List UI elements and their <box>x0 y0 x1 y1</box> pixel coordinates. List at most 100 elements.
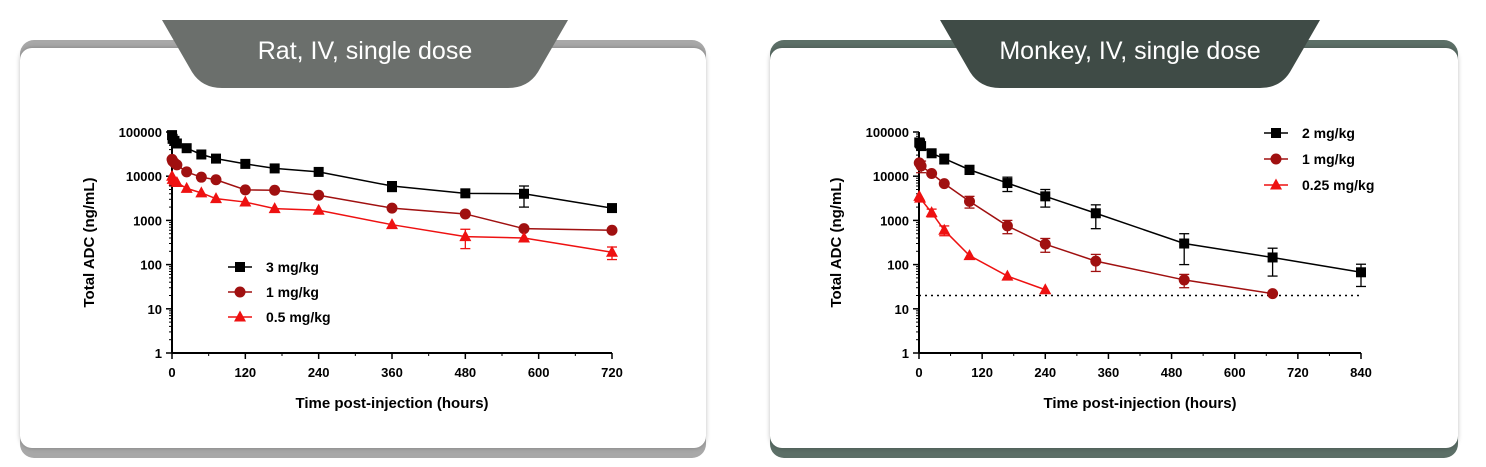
data-point <box>196 149 207 160</box>
data-point <box>963 249 976 261</box>
legend-label: 0.25 mg/kg <box>1302 177 1374 193</box>
legend-entry: 2 mg/kg <box>1264 125 1355 141</box>
data-point <box>518 223 530 235</box>
data-point <box>210 174 222 186</box>
x-tick-label: 360 <box>1098 365 1120 380</box>
data-point <box>269 184 281 196</box>
legend-entry: 0.5 mg/kg <box>228 309 331 325</box>
series-line <box>171 135 613 209</box>
rat-tab-shape <box>162 20 568 88</box>
x-tick-label: 240 <box>1034 365 1056 380</box>
data-point <box>1002 178 1013 189</box>
axes: 1 10 100 1000 10000 100000 0 120 240 360 480 600 720… <box>828 125 1372 412</box>
data-point <box>180 181 193 193</box>
legend-marker <box>1271 128 1281 138</box>
y-tick-label: 1 <box>902 346 909 361</box>
data-point <box>1267 288 1279 300</box>
x-tick-label: 0 <box>168 365 175 380</box>
x-tick-label: 720 <box>1287 365 1309 380</box>
legend-marker <box>235 262 245 272</box>
data-point <box>313 189 325 201</box>
data-point <box>171 159 183 171</box>
rat-title-tab: Rat, IV, single dose <box>162 20 568 92</box>
data-point <box>1001 220 1013 232</box>
x-tick-label: 840 <box>1350 365 1372 380</box>
data-point <box>1039 238 1051 250</box>
legend-entry: 0.25 mg/kg <box>1264 177 1374 193</box>
legend-label: 1 mg/kg <box>1302 151 1355 167</box>
data-point <box>1090 255 1102 267</box>
data-point <box>386 218 398 230</box>
legend-label: 0.5 mg/kg <box>266 309 331 325</box>
y-tick-label: 100000 <box>866 125 909 140</box>
series-3-mg-kg <box>167 130 617 214</box>
data-point <box>939 153 950 164</box>
x-tick-label: 240 <box>308 365 330 380</box>
y-tick-label: 1 <box>155 346 162 361</box>
data-point <box>1039 283 1052 295</box>
data-point <box>926 148 937 159</box>
x-tick-label: 600 <box>1224 365 1246 380</box>
series-0-5-mg-kg <box>166 169 618 261</box>
y-axis-label: Total ADC (ng/mL) <box>828 178 845 308</box>
axes: 1 10 100 1000 10000 100000 0 120 240 360 480 600 720… <box>81 125 623 412</box>
data-point <box>269 163 280 174</box>
legend-label: 1 mg/kg <box>266 284 319 300</box>
data-point <box>181 143 192 154</box>
data-point <box>195 171 207 183</box>
data-point <box>171 138 182 149</box>
legend-marker <box>1270 178 1282 190</box>
data-point <box>181 166 193 178</box>
data-point <box>1356 267 1366 278</box>
x-tick-label: 0 <box>915 365 922 380</box>
y-tick-label: 1000 <box>880 213 909 228</box>
data-point <box>1040 191 1051 202</box>
data-point <box>1090 208 1101 219</box>
legend-marker <box>234 310 246 322</box>
series-1-mg-kg <box>913 157 1279 300</box>
rat-card <box>20 48 706 448</box>
series-1-mg-kg <box>166 153 618 236</box>
rat-chart-title: Rat, IV, single dose <box>257 37 473 65</box>
data-point <box>239 195 252 207</box>
x-tick-label: 480 <box>454 365 476 380</box>
rat-chart: 1 10 100 1000 10000 100000 0 120 240 360 480 600 720… <box>81 125 623 412</box>
legend-entry: 1 mg/kg <box>228 284 319 300</box>
x-tick-label: 120 <box>234 365 256 380</box>
x-tick-label: 600 <box>528 365 550 380</box>
y-axis-label: Total ADC (ng/mL) <box>81 178 98 308</box>
y-tick-label: 100 <box>140 258 162 273</box>
data-point <box>386 202 398 214</box>
data-point <box>313 166 324 177</box>
data-point <box>518 231 530 243</box>
series-0-25-mg-kg <box>913 189 1052 295</box>
data-point <box>312 203 325 215</box>
data-point <box>1179 238 1190 249</box>
data-point <box>459 230 472 242</box>
monkey-chart: 1 10 100 1000 10000 100000 0 120 240 360 480 600 720… <box>828 125 1374 412</box>
legend-marker <box>1270 153 1282 165</box>
data-point <box>916 141 927 152</box>
x-tick-label: 480 <box>1161 365 1183 380</box>
monkey-card <box>770 48 1458 448</box>
legend-entry: 1 mg/kg <box>1264 151 1355 167</box>
x-tick-label: 720 <box>601 365 623 380</box>
legend-label: 3 mg/kg <box>266 259 319 275</box>
rat-panel: Rat, IV, single dose 1 10 100 1000 10000 1000… <box>0 0 730 467</box>
y-tick-label: 100000 <box>119 125 162 140</box>
data-point <box>964 195 976 207</box>
legend-label: 2 mg/kg <box>1302 125 1355 141</box>
data-point <box>170 176 183 188</box>
data-point <box>195 186 208 198</box>
data-point <box>239 184 251 196</box>
data-point <box>938 178 950 190</box>
x-tick-label: 360 <box>381 365 403 380</box>
y-tick-label: 10 <box>895 302 909 317</box>
monkey-tab-shape <box>940 20 1320 88</box>
series-line <box>918 141 1362 274</box>
x-axis-label: Time post-injection (hours) <box>1043 395 1236 412</box>
data-point <box>519 188 529 199</box>
data-point <box>1001 269 1014 281</box>
y-tick-label: 10000 <box>126 169 162 184</box>
monkey-title-tab: Monkey, IV, single dose <box>940 20 1320 92</box>
